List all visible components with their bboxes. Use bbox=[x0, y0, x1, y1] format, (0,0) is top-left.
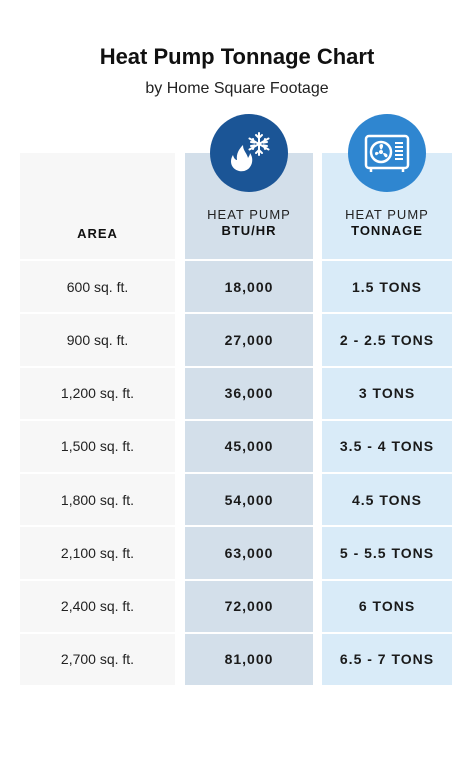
btu-cell: 72,000 bbox=[185, 578, 313, 632]
tonnage-cell: 6 TONS bbox=[322, 578, 452, 632]
btu-header-line2: BTU/HR bbox=[221, 223, 277, 238]
tonnage-cell: 6.5 - 7 TONS bbox=[322, 631, 452, 685]
btu-cell: 36,000 bbox=[185, 365, 313, 419]
btu-cell: 81,000 bbox=[185, 631, 313, 685]
area-cell: 2,700 sq. ft. bbox=[20, 631, 175, 685]
tonnage-cell: 3.5 - 4 TONS bbox=[322, 418, 452, 472]
btu-cell: 18,000 bbox=[185, 259, 313, 312]
chart-title: Heat Pump Tonnage Chart bbox=[99, 44, 375, 69]
btu-header: HEAT PUMP BTU/HR bbox=[185, 153, 313, 259]
tonnage-header-line2: TONNAGE bbox=[351, 223, 423, 238]
tonnage-header-line1: HEAT PUMP bbox=[345, 207, 429, 222]
area-cell: 2,100 sq. ft. bbox=[20, 525, 175, 578]
area-cell: 900 sq. ft. bbox=[20, 312, 175, 365]
tonnage-rows: 1.5 TONS 2 - 2.5 TONS 3 TONS 3.5 - 4 TONS 4.… bbox=[322, 259, 452, 685]
btu-cell: 45,000 bbox=[185, 418, 313, 472]
area-cell: 1,800 sq. ft. bbox=[20, 472, 175, 525]
area-column: AREA 600 sq. ft. 900 sq. ft. 1,200 sq. ft.… bbox=[20, 153, 175, 685]
area-header-label: AREA bbox=[77, 226, 118, 241]
btu-cell: 54,000 bbox=[185, 472, 313, 525]
tonnage-cell: 5 - 5.5 TONS bbox=[322, 525, 452, 578]
area-cell: 1,200 sq. ft. bbox=[20, 365, 175, 419]
area-cell: 1,500 sq. ft. bbox=[20, 418, 175, 472]
area-cell: 2,400 sq. ft. bbox=[20, 578, 175, 632]
tonnage-cell: 1.5 TONS bbox=[322, 259, 452, 312]
btu-cell: 63,000 bbox=[185, 525, 313, 578]
area-header: AREA bbox=[20, 153, 175, 259]
heat-pump-unit-icon bbox=[348, 114, 426, 192]
btu-rows: 18,000 27,000 36,000 45,000 54,000 63,000 72,0… bbox=[185, 259, 313, 685]
flame-snowflake-icon bbox=[210, 114, 288, 192]
tonnage-cell: 2 - 2.5 TONS bbox=[322, 312, 452, 365]
btu-column: HEAT PUMP BTU/HR 18,000 27,000 36,000 45,00… bbox=[185, 153, 313, 685]
area-cell: 600 sq. ft. bbox=[20, 259, 175, 312]
btu-cell: 27,000 bbox=[185, 312, 313, 365]
tonnage-cell: 4.5 TONS bbox=[322, 472, 452, 525]
tonnage-column: HEAT PUMP TONNAGE 1.5 TONS 2 - 2.5 TONS 3 … bbox=[322, 153, 452, 685]
chart-subtitle: by Home Square Footage bbox=[145, 80, 329, 97]
tonnage-cell: 3 TONS bbox=[322, 365, 452, 419]
area-rows: 600 sq. ft. 900 sq. ft. 1,200 sq. ft. 1,500… bbox=[20, 259, 175, 685]
btu-header-line1: HEAT PUMP bbox=[207, 207, 291, 222]
tonnage-header: HEAT PUMP TONNAGE bbox=[322, 153, 452, 259]
